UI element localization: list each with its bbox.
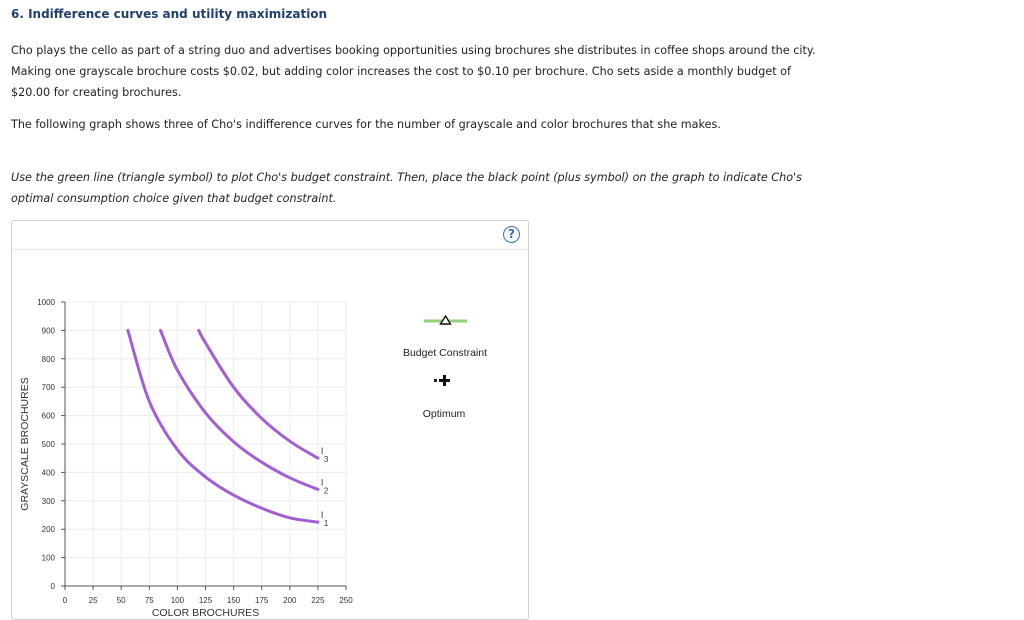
y-axis-label: GRAYSCALE BROCHURES bbox=[19, 377, 31, 510]
y-tick-label: 900 bbox=[42, 326, 56, 335]
plus-icon[interactable] bbox=[439, 375, 450, 386]
x-axis-label: COLOR BROCHURES bbox=[152, 607, 259, 619]
graph-description: The following graph shows three of Cho's… bbox=[11, 118, 721, 131]
chart-axes bbox=[61, 301, 347, 590]
problem-paragraph: Cho plays the cello as part of a string … bbox=[11, 44, 816, 99]
x-tick-label: 250 bbox=[339, 596, 353, 605]
triangle-icon[interactable] bbox=[439, 314, 452, 325]
curve-label-i2: I bbox=[321, 477, 324, 487]
x-tick-label: 75 bbox=[145, 596, 154, 605]
question-title: 6. Indifference curves and utility maxim… bbox=[11, 7, 328, 21]
y-tick-label: 0 bbox=[51, 582, 56, 591]
indifference-curve-i3 bbox=[197, 328, 320, 460]
graph-panel: ? 0 100 200 300 400 500 600 700 800 900 1000 0 25 50… bbox=[11, 220, 529, 620]
y-tick-label: 800 bbox=[42, 355, 56, 364]
x-tick-label: 200 bbox=[283, 596, 297, 605]
x-tick-label: 225 bbox=[311, 596, 325, 605]
panel-header: ? bbox=[12, 221, 528, 250]
y-tick-label: 400 bbox=[42, 468, 56, 477]
x-tick-label: 150 bbox=[227, 596, 241, 605]
y-tick-label: 200 bbox=[42, 525, 56, 534]
y-tick-label: 600 bbox=[42, 412, 56, 421]
curve-label-sub-i2: 2 bbox=[324, 486, 329, 495]
curve-label-i1: I bbox=[321, 510, 324, 520]
x-tick-label: 50 bbox=[117, 596, 126, 605]
x-tick-label: 25 bbox=[89, 596, 98, 605]
legend-budget-constraint[interactable]: Budget Constraint bbox=[403, 314, 487, 359]
x-tick-label: 125 bbox=[199, 596, 213, 605]
indifference-chart[interactable]: 0 100 200 300 400 500 600 700 800 900 1000 0 25 50 75… bbox=[12, 221, 528, 619]
optimum-label: Optimum bbox=[423, 408, 466, 420]
y-tick-label: 700 bbox=[42, 383, 56, 392]
x-tick-label: 100 bbox=[171, 596, 185, 605]
x-tick-labels: 0 25 50 75 100 125 150 175 200 225 250 bbox=[63, 596, 353, 605]
optimum-dot-icon bbox=[434, 379, 437, 382]
curve-label-i3: I bbox=[321, 446, 324, 456]
legend-optimum[interactable]: Optimum bbox=[423, 375, 466, 420]
y-tick-label: 500 bbox=[42, 440, 56, 449]
y-tick-labels: 0 100 200 300 400 500 600 700 800 900 1000 bbox=[37, 298, 55, 591]
x-tick-label: 0 bbox=[63, 596, 68, 605]
curve-label-sub-i3: 3 bbox=[324, 455, 329, 464]
y-tick-label: 1000 bbox=[37, 298, 55, 307]
y-tick-label: 300 bbox=[42, 497, 56, 506]
instruction-text: Use the green line (triangle symbol) to … bbox=[11, 171, 802, 205]
chart-grid bbox=[64, 301, 347, 587]
x-tick-label: 175 bbox=[255, 596, 269, 605]
curve-label-sub-i1: 1 bbox=[324, 519, 329, 528]
y-tick-label: 100 bbox=[42, 554, 56, 563]
budget-constraint-label: Budget Constraint bbox=[403, 347, 487, 359]
indifference-curve-i2 bbox=[159, 328, 320, 491]
help-icon[interactable]: ? bbox=[503, 226, 520, 243]
indifference-curve-i1 bbox=[126, 328, 320, 524]
